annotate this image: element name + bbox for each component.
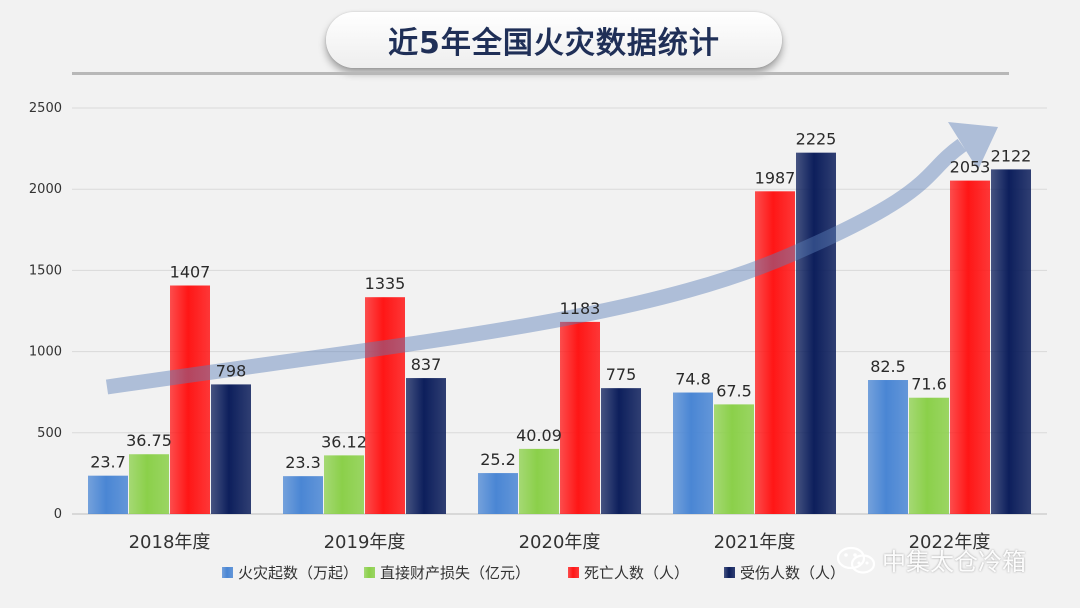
bar (796, 152, 836, 514)
x-tick-label: 2020年度 (519, 532, 601, 553)
bar (406, 378, 446, 514)
bar (755, 191, 795, 514)
y-tick-label: 500 (37, 426, 62, 441)
bar (211, 384, 251, 514)
bar (868, 380, 908, 514)
data-label: 25.2 (480, 450, 516, 469)
y-tick-label: 2500 (29, 101, 62, 116)
bar (170, 285, 210, 514)
trend-arrowhead (948, 122, 998, 170)
data-label: 1183 (560, 299, 601, 318)
data-label: 2053 (950, 158, 991, 177)
legend-label: 直接财产损失（亿元） (380, 564, 530, 582)
x-tick-label: 2021年度 (714, 532, 796, 553)
bar (478, 473, 518, 514)
y-tick-label: 1000 (29, 345, 62, 360)
y-tick-label: 1500 (29, 263, 62, 278)
legend-label: 死亡人数（人） (584, 564, 689, 582)
y-tick-label: 0 (54, 507, 62, 522)
bar (673, 392, 713, 514)
bar (991, 169, 1031, 514)
bar (560, 321, 600, 514)
chart-title: 近5年全国火灾数据统计 (388, 26, 720, 61)
bar (88, 475, 128, 514)
data-label: 36.75 (126, 431, 172, 450)
data-label: 36.12 (321, 432, 367, 451)
bar (950, 180, 990, 514)
bar (324, 455, 364, 514)
bar (129, 454, 169, 514)
legend-swatch (724, 567, 735, 578)
x-tick-label: 2022年度 (909, 532, 991, 553)
data-label: 837 (411, 355, 442, 374)
legend: 火灾起数（万起） 直接财产损失（亿元） 死亡人数（人） 受伤人数（人） (222, 564, 845, 582)
data-label: 82.5 (870, 357, 906, 376)
bar (519, 448, 559, 514)
data-label: 74.8 (675, 370, 711, 389)
trend-arrow (105, 138, 967, 395)
legend-label: 受伤人数（人） (740, 564, 845, 582)
data-label: 775 (606, 365, 637, 384)
legend-label: 火灾起数（万起） (238, 564, 358, 582)
title-banner: 近5年全国火灾数据统计 (326, 12, 782, 68)
data-label: 1335 (365, 274, 406, 293)
bar (283, 476, 323, 514)
bar (909, 397, 949, 514)
data-label: 23.3 (285, 453, 321, 472)
data-label: 2225 (796, 130, 837, 149)
x-tick-label: 2019年度 (324, 532, 406, 553)
data-label: 1987 (755, 168, 796, 187)
watermark: 中集太仓冷箱 (836, 542, 1026, 577)
wechat-icon (836, 546, 876, 574)
data-label: 798 (216, 361, 247, 380)
title-divider (72, 72, 1009, 75)
data-label: 2122 (991, 146, 1032, 165)
data-label: 23.7 (90, 453, 126, 472)
bar (601, 388, 641, 514)
legend-swatch (222, 567, 233, 578)
data-label: 71.6 (911, 375, 947, 394)
data-label: 67.5 (716, 381, 752, 400)
bar (365, 297, 405, 514)
watermark-text: 中集太仓冷箱 (882, 548, 1026, 576)
legend-swatch (568, 567, 579, 578)
data-label: 1407 (170, 263, 211, 282)
data-label: 40.09 (516, 426, 562, 445)
y-tick-label: 2000 (29, 182, 62, 197)
legend-swatch (364, 567, 375, 578)
bar (714, 404, 754, 514)
x-tick-label: 2018年度 (129, 532, 211, 553)
